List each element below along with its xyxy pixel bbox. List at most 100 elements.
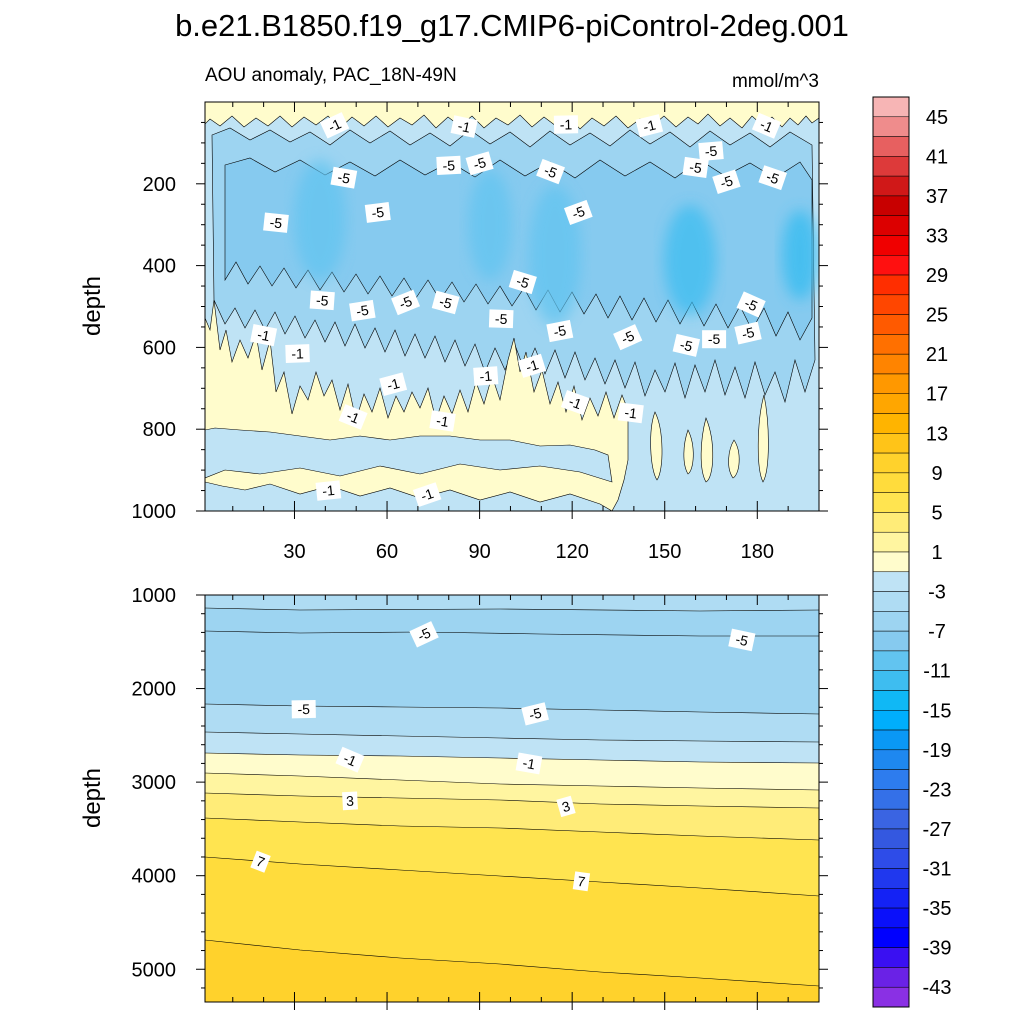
x-tick-label: 180 xyxy=(741,541,774,563)
contour-label-text: -5 xyxy=(570,203,587,222)
y-tick-label: 2000 xyxy=(132,679,177,701)
contour-label-text: -1 xyxy=(624,404,639,421)
contour-label: -5 xyxy=(546,319,574,343)
contour-label-text: -5 xyxy=(542,162,560,181)
lower-contour-labels: -5 -5 -5 -5 -1 -1 3 3 7 7 xyxy=(250,621,756,892)
contour-label: -1 xyxy=(379,372,408,397)
y-tick-label: 5000 xyxy=(132,959,177,981)
contour-label-text: -1 xyxy=(435,412,450,430)
colorbar-box xyxy=(872,472,910,493)
colorbar-tick-label: -15 xyxy=(923,700,952,722)
contour-label-text: -5 xyxy=(688,159,703,177)
contour-label: -5 xyxy=(536,158,565,185)
lower-contour-fill xyxy=(205,595,819,1002)
colorbar-tick-label: 5 xyxy=(931,502,942,524)
colorbar-box xyxy=(872,769,910,790)
lower-y-axis-label: depth xyxy=(79,768,106,828)
contour-label-text: -5 xyxy=(336,169,351,187)
lower-band-yellow-3 xyxy=(205,818,819,896)
contour-label-text: -1 xyxy=(385,375,401,394)
upper-yellow-lens-5 xyxy=(683,429,694,475)
colorbar-box xyxy=(872,373,910,394)
colorbar-tick-label: -11 xyxy=(923,661,950,683)
contour-label-text: -1 xyxy=(524,356,541,375)
panel-subtitle-left: AOU anomaly, PAC_18N-49N xyxy=(205,65,457,86)
upper-contour-labels: -1 -1 -1 -1 -1-5-5 -5 -5 -5-5-5 -5-5-5 -5-5-5-5 -5… xyxy=(250,112,787,508)
contour-label-text: -1 xyxy=(344,407,362,427)
colorbar-box xyxy=(872,353,910,375)
colorbar-tick-label: 41 xyxy=(926,146,948,168)
colorbar-tick-label: 29 xyxy=(926,265,948,287)
colorbar-tick-label: -23 xyxy=(923,779,952,801)
contour-label-box xyxy=(698,141,724,162)
colorbar-box xyxy=(872,630,910,652)
contour-label: -1 xyxy=(335,746,365,773)
contour-label-box xyxy=(364,202,391,223)
contour-label-text: -1 xyxy=(560,116,573,132)
contour-label: -5 xyxy=(263,212,289,233)
colorbar-tick-label: 13 xyxy=(926,423,948,445)
lower-band-yellow-2 xyxy=(205,793,819,840)
contour-label-text: -5 xyxy=(704,143,718,160)
contour-label-box xyxy=(285,344,310,363)
colorbar-box xyxy=(872,749,910,770)
y-tick-label: 1000 xyxy=(132,585,177,607)
colorbar-box xyxy=(872,808,910,830)
lower-band-medium-blue xyxy=(205,608,819,714)
contour-label-box xyxy=(335,746,365,773)
upper-y-axis-label: depth xyxy=(79,276,106,336)
contour-label-box xyxy=(473,366,499,386)
contour-label-box xyxy=(508,269,537,295)
contour-label-text: -5 xyxy=(764,168,781,187)
contour-label-text: -1 xyxy=(521,754,536,772)
colorbar-box xyxy=(872,413,910,434)
colorbar-box xyxy=(872,591,910,612)
colorbar-box xyxy=(872,888,910,909)
lower-plot-frame xyxy=(204,594,820,1003)
contour-label-box xyxy=(751,112,782,139)
y-tick-label: 3000 xyxy=(132,772,177,794)
x-tick-label: 150 xyxy=(648,541,681,563)
colorbar-box xyxy=(872,650,910,671)
colorbar-tick-label: 17 xyxy=(926,384,948,406)
colorbar-tick-label: -31 xyxy=(923,859,952,881)
lower-band-blue-2 xyxy=(205,704,819,742)
contour-label-box xyxy=(758,165,787,191)
colorbar-tick-label: -19 xyxy=(923,740,952,762)
colorbar-boxes xyxy=(872,96,910,1008)
contour-label-text: -5 xyxy=(371,204,386,221)
contour-label-box xyxy=(560,390,590,416)
contour-label: -1 xyxy=(450,115,478,138)
contour-label: -5 xyxy=(364,202,391,223)
colorbar-box xyxy=(872,947,910,968)
colorbar-tick-label: -7 xyxy=(928,621,946,643)
contour-label-box xyxy=(728,628,756,652)
contour-label: -5 xyxy=(309,290,335,311)
lower-y-tick-labels: 1000 2000 3000 4000 5000 xyxy=(132,585,177,981)
contour-label-box xyxy=(546,319,574,343)
colorbar-tick-label: -43 xyxy=(923,977,952,999)
figure-title: b.e21.B1850.f19_g17.CMIP6-piControl-2deg… xyxy=(175,8,849,43)
contour-label-text: -1 xyxy=(456,117,472,135)
contour-label-text: -5 xyxy=(315,292,329,309)
colorbar-tick-label: -35 xyxy=(923,898,952,920)
contour-label: -5 xyxy=(682,156,709,179)
y-tick-label: 600 xyxy=(143,337,176,359)
contour-label: -1 xyxy=(315,480,342,501)
colorbar-box xyxy=(872,156,910,177)
contour-label: -1 xyxy=(429,410,456,432)
contour-label-box xyxy=(429,410,456,432)
upper-yellow-lens-2 xyxy=(700,417,714,483)
upper-yellow-lens-3 xyxy=(728,439,740,479)
contour-label-box xyxy=(517,353,547,378)
x-tick-label: 90 xyxy=(468,541,490,563)
colorbar-box xyxy=(872,531,910,553)
contour-label: 7 xyxy=(572,871,591,892)
colorbar-box xyxy=(872,96,910,118)
upper-panel: -1 -1 -1 -1 -1-5-5 -5 -5 -5-5-5 -5-5-5 -5-5-5-5 -5… xyxy=(79,101,828,563)
contour-label-text: -5 xyxy=(718,172,735,191)
contour-label-text: -5 xyxy=(297,701,310,717)
contour-label-text: -5 xyxy=(678,336,694,354)
y-tick-label: 4000 xyxy=(132,866,177,888)
contour-label-text: -1 xyxy=(641,116,657,135)
